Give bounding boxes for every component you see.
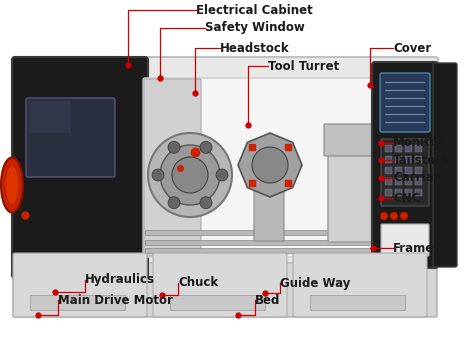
Text: CNC: CNC xyxy=(393,191,420,204)
FancyBboxPatch shape xyxy=(13,253,147,317)
FancyBboxPatch shape xyxy=(26,98,115,177)
Circle shape xyxy=(160,145,220,205)
Text: Headstock: Headstock xyxy=(220,42,290,55)
Circle shape xyxy=(252,147,288,183)
Bar xyxy=(30,295,125,310)
Circle shape xyxy=(148,133,232,217)
Bar xyxy=(385,178,392,185)
Text: Main Drive Motor: Main Drive Motor xyxy=(58,294,173,306)
Text: Electrical Cabinet: Electrical Cabinet xyxy=(196,4,313,16)
Bar xyxy=(405,145,412,152)
Circle shape xyxy=(168,197,180,209)
Circle shape xyxy=(216,169,228,181)
Bar xyxy=(385,145,392,152)
FancyBboxPatch shape xyxy=(380,73,430,132)
FancyBboxPatch shape xyxy=(293,253,427,317)
FancyBboxPatch shape xyxy=(328,128,377,242)
Text: Bed: Bed xyxy=(255,294,281,306)
Bar xyxy=(395,167,402,174)
Bar xyxy=(145,248,375,253)
Bar xyxy=(415,189,422,196)
Text: Tailstock: Tailstock xyxy=(393,153,451,166)
Bar xyxy=(395,178,402,185)
Bar xyxy=(145,230,375,235)
Bar xyxy=(310,295,405,310)
Circle shape xyxy=(200,141,212,153)
FancyBboxPatch shape xyxy=(433,63,457,267)
Bar xyxy=(415,156,422,163)
Bar xyxy=(395,189,402,196)
Bar xyxy=(385,189,392,196)
Bar xyxy=(405,178,412,185)
FancyBboxPatch shape xyxy=(381,224,429,256)
Text: Hydraulics: Hydraulics xyxy=(85,273,155,286)
Circle shape xyxy=(152,169,164,181)
FancyBboxPatch shape xyxy=(144,79,201,256)
Bar xyxy=(395,156,402,163)
Text: Cover: Cover xyxy=(393,42,431,55)
Text: Guide Way: Guide Way xyxy=(280,277,350,289)
Text: Frame: Frame xyxy=(393,241,434,255)
Text: Tool Turret: Tool Turret xyxy=(268,60,339,72)
Text: Monitor: Monitor xyxy=(393,137,445,149)
FancyBboxPatch shape xyxy=(13,238,437,317)
Bar xyxy=(405,189,412,196)
Text: Chuck: Chuck xyxy=(178,277,218,289)
Circle shape xyxy=(168,141,180,153)
FancyBboxPatch shape xyxy=(381,139,429,206)
FancyBboxPatch shape xyxy=(12,57,148,278)
Bar xyxy=(145,240,375,245)
FancyBboxPatch shape xyxy=(29,101,71,133)
FancyBboxPatch shape xyxy=(153,253,287,317)
Circle shape xyxy=(390,212,398,220)
Bar xyxy=(405,167,412,174)
Circle shape xyxy=(380,212,388,220)
Text: Carriage: Carriage xyxy=(393,171,450,185)
Bar xyxy=(170,295,265,310)
Bar xyxy=(385,156,392,163)
Bar xyxy=(385,167,392,174)
FancyBboxPatch shape xyxy=(254,189,284,241)
Bar xyxy=(415,145,422,152)
Ellipse shape xyxy=(1,158,23,213)
Circle shape xyxy=(172,157,208,193)
FancyBboxPatch shape xyxy=(372,62,438,268)
Text: Safety Window: Safety Window xyxy=(205,22,305,34)
Ellipse shape xyxy=(5,165,19,205)
FancyBboxPatch shape xyxy=(12,57,438,263)
Circle shape xyxy=(200,197,212,209)
FancyBboxPatch shape xyxy=(143,78,377,257)
Bar xyxy=(415,178,422,185)
Circle shape xyxy=(400,212,408,220)
FancyBboxPatch shape xyxy=(324,124,381,156)
Bar xyxy=(395,145,402,152)
Bar xyxy=(405,156,412,163)
Bar xyxy=(415,167,422,174)
